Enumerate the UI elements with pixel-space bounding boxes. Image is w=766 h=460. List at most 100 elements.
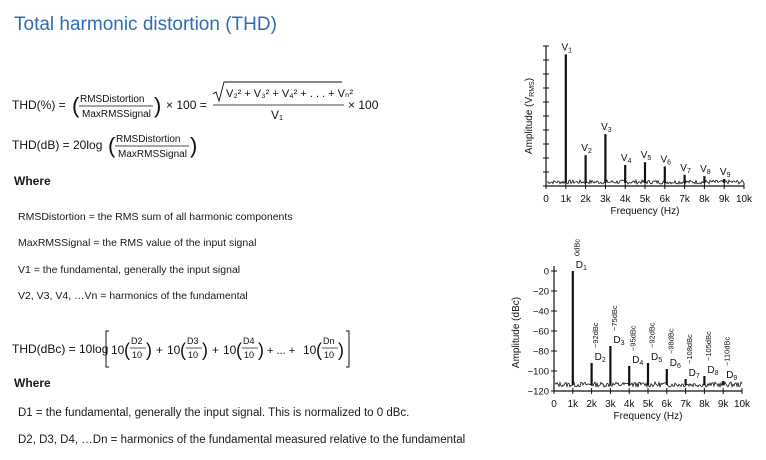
ellipsis: + ... + [267,345,295,357]
formula-thd-percent: THD(%) = ( RMSDistortion MaxRMSSignal ) … [12,81,379,122]
exp-den-1: 10 [132,350,142,360]
frac-den: MaxRMSSignal [118,149,187,160]
harmonic-label: D6 [670,358,681,370]
paren-2-open: ( [180,340,186,360]
x-axis-label: Frequency (Hz) [611,206,680,217]
x-tick-label: 7k [679,194,691,205]
harmonic-label: V6 [661,154,672,166]
paren-open: ( [72,93,80,118]
harmonic-label: V1 [562,42,573,54]
formula-lhs: THD(%) = [12,98,66,112]
y-axis-label: Amplitude (dBc) [511,297,522,368]
x-tick-label: 4k [620,194,632,205]
dbc-annotation: −92dBc [591,322,600,348]
x-tick-label: 8k [699,399,711,410]
x-tick-label: 5k [643,399,655,410]
plus-2: + [212,343,219,357]
paren-3-close: ) [258,340,264,360]
paren-open: ( [108,133,116,158]
page-title: Total harmonic distortion (THD) [14,14,277,35]
definition-1: RMSDistortion = the RMS sum of all harmo… [18,211,293,223]
paren-n-open: ( [316,340,322,360]
frac-den: MaxRMSSignal [82,109,151,120]
x-tick-label: 0 [543,194,549,205]
x-axis-label: Frequency (Hz) [614,411,683,422]
harmonic-label: D8 [707,365,718,377]
frac-num: RMSDistortion [80,94,144,105]
x-tick-label: 10k [736,194,753,205]
y-tick-label: −120 [528,387,549,398]
formula-lhs: THD(dB) = 20log [12,138,102,152]
formula-thd-dbc: THD(dBc) = 10log 10 ( D2 10 ) + 10 ( D3 … [12,330,350,368]
ten-n: 10 [303,343,317,357]
x-tick-label: 4k [624,399,636,410]
x-tick-label: 5k [640,194,652,205]
x-tick-label: 7k [680,399,692,410]
paren-2-close: ) [202,340,208,360]
harmonic-label: D1 [576,260,587,272]
ten-2: 10 [167,343,181,357]
exp-num-1: D2 [131,336,143,346]
harmonic-label: V8 [700,164,711,176]
dbc-annotation: 0dBc [572,239,581,256]
y-tick-label: −80 [533,347,549,358]
sqrt-den: V₁ [271,108,283,122]
frac-num: RMSDistortion [116,134,180,145]
where-heading-2: Where [14,376,51,390]
dbc-annotation: −92dBc [648,322,657,348]
exp-den-n: 10 [324,350,334,360]
harmonic-label: D2 [595,352,606,364]
bracket-close [346,330,350,368]
exp-num-3: D4 [243,336,255,346]
y-tick-label: −100 [528,367,549,378]
exp-num-n: Dn [323,336,335,346]
harmonic-label: D4 [632,355,643,367]
harmonic-label: D7 [689,368,700,380]
definition-2: MaxRMSSignal = the RMS value of the inpu… [18,237,257,249]
x-tick-label: 1k [568,399,580,410]
times-100: × 100 = [166,98,207,112]
x-tick-label: 0 [551,399,557,410]
x-tick-label: 1k [561,194,573,205]
dbc-annotation: −75dBc [610,305,619,331]
paren-3-open: ( [236,340,242,360]
dbc-annotation: −110dBc [723,336,732,366]
x-tick-label: 3k [605,399,617,410]
plus-1: + [156,343,163,357]
harmonic-label: V3 [601,122,612,134]
definition-5: D1 = the fundamental, generally the inpu… [18,407,410,419]
harmonic-label: V9 [720,167,731,179]
definition-6: D2, D3, D4, …Dn = harmonics of the funda… [18,434,466,446]
chart-amplitude-dbc: D1 D2 D3 D4 D5 D6 D7 D8 D9 0dBc −92dBc −75dBc −95dB… [511,239,751,422]
harmonic-label: D9 [726,370,737,382]
harmonic-label: V7 [680,163,691,175]
sqrt-terms: V₂² + V₃² + V₄² + . . . + Vₙ² [226,88,353,100]
x-tick-label: 2k [586,399,598,410]
chart-amplitude-vrms: V1 V2 V3 V4 V5 V6 V7 V8 V9 0 1k 2k 3k 4k 5k 6k 7k 8k 9k 10… [524,42,753,217]
definition-4: V2, V3, V4, …Vn = harmonics of the funda… [18,290,248,302]
dbc-annotation: −105dBc [704,331,713,361]
paren-1-open: ( [124,340,130,360]
x-tick-label: 9k [719,194,731,205]
y-tick-label: −40 [533,307,549,318]
harmonic-label: D3 [613,335,624,347]
harmonic-label: V4 [621,153,632,165]
harmonic-label: V5 [641,150,652,162]
y-tick-label: −20 [533,287,549,298]
x-tick-label: 10k [734,399,751,410]
ten-1: 10 [111,343,125,357]
x-tick-label: 3k [600,194,612,205]
dbc-annotation: −95dBc [629,325,638,351]
bracket-open [105,330,109,368]
y-tick-label: −60 [533,327,549,338]
paren-close: ) [154,93,161,118]
x-tick-label: 6k [662,399,674,410]
x-tick-label: 2k [580,194,592,205]
paren-close: ) [190,133,197,158]
x-tick-label: 9k [718,399,730,410]
exp-den-3: 10 [244,350,254,360]
definition-3: V1 = the fundamental, generally the inpu… [18,264,241,276]
harmonic-label: V2 [581,143,592,155]
exp-den-2: 10 [188,350,198,360]
where-heading-1: Where [14,174,51,188]
